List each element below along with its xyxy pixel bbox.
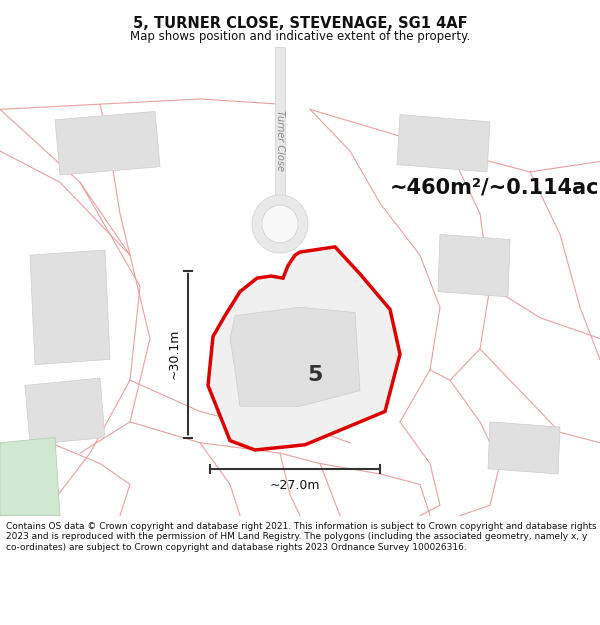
- Polygon shape: [275, 47, 285, 219]
- Polygon shape: [0, 438, 60, 516]
- Text: Turner Close: Turner Close: [275, 110, 285, 171]
- Polygon shape: [208, 247, 400, 450]
- Polygon shape: [25, 378, 105, 445]
- Polygon shape: [438, 234, 510, 297]
- Text: Map shows position and indicative extent of the property.: Map shows position and indicative extent…: [130, 31, 470, 43]
- Text: ~27.0m: ~27.0m: [270, 479, 320, 492]
- Text: 5: 5: [307, 365, 323, 385]
- Polygon shape: [488, 422, 560, 474]
- Text: Contains OS data © Crown copyright and database right 2021. This information is : Contains OS data © Crown copyright and d…: [6, 522, 596, 552]
- Polygon shape: [397, 114, 490, 172]
- Text: 5, TURNER CLOSE, STEVENAGE, SG1 4AF: 5, TURNER CLOSE, STEVENAGE, SG1 4AF: [133, 16, 467, 31]
- Polygon shape: [252, 195, 308, 253]
- Polygon shape: [55, 111, 160, 175]
- Polygon shape: [30, 250, 110, 364]
- Polygon shape: [230, 308, 360, 406]
- Polygon shape: [262, 205, 298, 242]
- Text: ~30.1m: ~30.1m: [167, 329, 181, 379]
- Text: ~460m²/~0.114ac.: ~460m²/~0.114ac.: [390, 177, 600, 198]
